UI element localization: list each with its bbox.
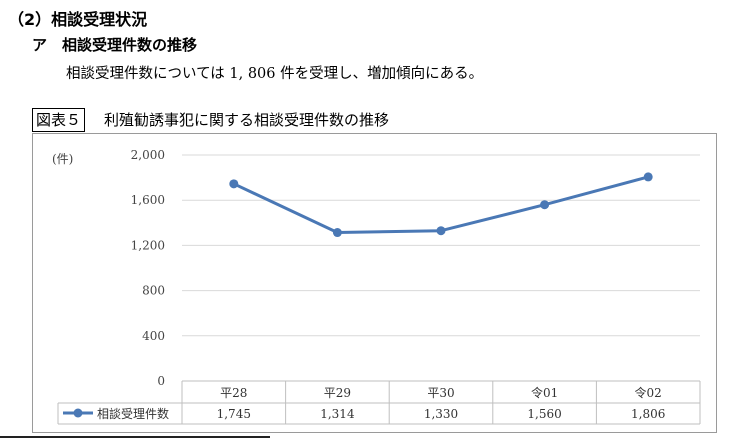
data-point [643,172,653,182]
x-category-label: 令02 [635,385,662,400]
figure-title: 利殖勧誘事犯に関する相談受理件数の推移 [104,111,390,129]
body-text: 相談受理件数については 1, 806 件を受理し、増加傾向にある。 [66,66,484,82]
page-rule [0,436,270,438]
x-category-label: 平28 [220,386,247,400]
data-point [436,226,446,236]
chart-frame [32,133,717,433]
figure-label: 図表５ [32,108,86,132]
table-value-cell: 1,560 [527,407,561,421]
subsection-heading: ア 相談受理件数の推移 [32,36,198,54]
y-tick-label: 1,600 [131,193,165,207]
y-unit-label: (件) [52,152,74,166]
data-point [229,179,239,189]
section-heading: （2）相談受理状況 [8,10,148,29]
x-category-label: 令01 [531,385,558,400]
legend-marker-icon [73,408,83,418]
legend-series-label: 相談受理件数 [97,406,169,421]
table-value-cell: 1,745 [217,407,251,421]
x-category-label: 平29 [324,386,351,400]
y-tick-label: 2,000 [131,148,165,162]
data-point [332,228,342,238]
y-tick-label: 0 [157,374,165,388]
table-value-cell: 1,314 [320,407,355,421]
y-tick-label: 400 [142,329,165,343]
x-category-label: 平30 [427,386,454,400]
data-point [540,200,550,210]
table-value-cell: 1,330 [424,407,458,421]
y-tick-label: 1,200 [131,238,165,252]
table-value-cell: 1,806 [631,407,665,421]
series-line [233,175,649,235]
y-tick-label: 800 [142,284,165,298]
